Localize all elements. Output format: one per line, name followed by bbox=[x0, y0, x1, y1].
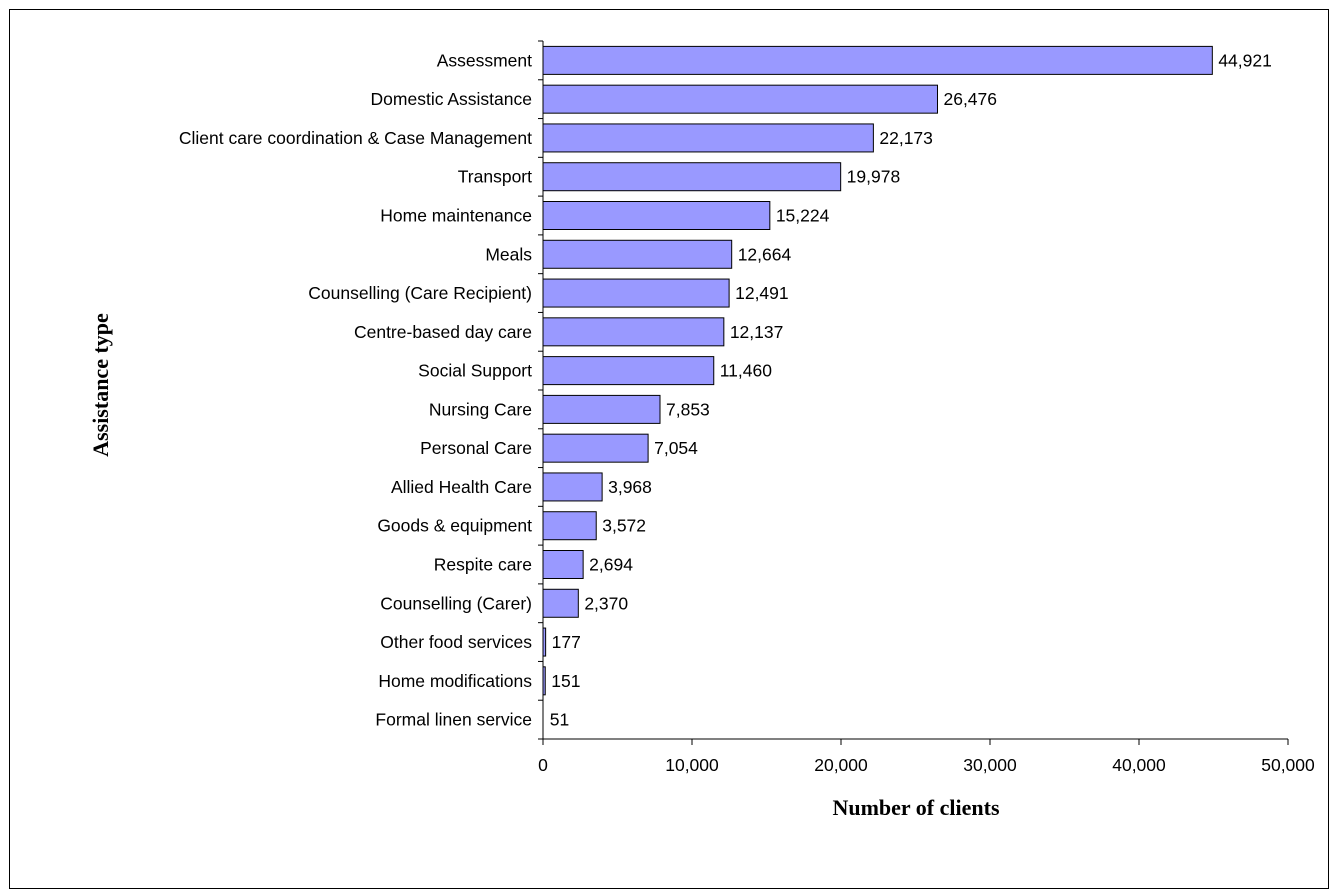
bar bbox=[542, 317, 725, 347]
bar bbox=[542, 394, 661, 424]
chart-frame bbox=[9, 9, 1329, 889]
category-label: Formal linen service bbox=[375, 710, 532, 730]
bar bbox=[542, 278, 730, 308]
bar bbox=[542, 162, 842, 192]
category-label: Other food services bbox=[380, 632, 532, 652]
bar bbox=[542, 588, 579, 618]
x-tick-label: 10,000 bbox=[665, 755, 719, 775]
bar bbox=[542, 356, 715, 386]
value-label: 22,173 bbox=[879, 128, 933, 148]
category-label: Transport bbox=[458, 167, 532, 187]
value-label: 7,853 bbox=[666, 399, 710, 419]
bar bbox=[542, 201, 771, 230]
category-label: Nursing Care bbox=[429, 399, 532, 419]
labels-layer: Assessment 44,921 Domestic Assistance 26,47… bbox=[179, 50, 1315, 775]
bar bbox=[542, 472, 603, 502]
category-label: Meals bbox=[485, 244, 532, 264]
bars-layer bbox=[542, 45, 1213, 696]
category-label: Home maintenance bbox=[380, 206, 532, 226]
value-label: 44,921 bbox=[1218, 50, 1272, 70]
value-label: 151 bbox=[551, 671, 580, 691]
bar bbox=[542, 511, 597, 541]
category-label: Personal Care bbox=[420, 438, 532, 458]
value-label: 12,664 bbox=[738, 244, 792, 264]
category-label: Counselling (Care Recipient) bbox=[308, 283, 532, 303]
category-label: Centre-based day care bbox=[354, 322, 532, 342]
category-label: Goods & equipment bbox=[377, 516, 532, 536]
bar bbox=[542, 84, 938, 114]
category-label: Client care coordination & Case Manageme… bbox=[179, 128, 532, 148]
bar bbox=[542, 45, 1213, 75]
category-label: Domestic Assistance bbox=[371, 89, 532, 109]
value-label: 177 bbox=[552, 632, 581, 652]
x-tick-label: 0 bbox=[538, 755, 548, 775]
x-tick-label: 40,000 bbox=[1112, 755, 1166, 775]
value-label: 3,572 bbox=[602, 516, 646, 536]
x-axis-title: Number of clients bbox=[832, 795, 999, 820]
bar bbox=[542, 123, 874, 153]
value-label: 3,968 bbox=[608, 477, 652, 497]
category-label: Social Support bbox=[418, 361, 532, 381]
value-label: 11,460 bbox=[720, 361, 772, 381]
bar bbox=[542, 239, 733, 269]
bar bbox=[542, 433, 649, 463]
category-label: Assessment bbox=[437, 50, 532, 70]
value-label: 19,978 bbox=[847, 167, 901, 187]
x-tick-label: 30,000 bbox=[963, 755, 1017, 775]
value-label: 7,054 bbox=[654, 438, 698, 458]
category-label: Respite care bbox=[434, 555, 532, 575]
value-label: 26,476 bbox=[943, 89, 997, 109]
value-label: 51 bbox=[550, 710, 569, 730]
value-label: 2,694 bbox=[589, 555, 633, 575]
axes-layer bbox=[538, 40, 1289, 745]
y-axis-title: Assistance type bbox=[88, 313, 113, 457]
value-label: 2,370 bbox=[584, 593, 628, 613]
category-label: Allied Health Care bbox=[391, 477, 532, 497]
x-tick-label: 20,000 bbox=[814, 755, 868, 775]
category-label: Home modifications bbox=[378, 671, 532, 691]
x-tick-label: 50,000 bbox=[1261, 755, 1315, 775]
value-label: 15,224 bbox=[776, 206, 830, 226]
value-label: 12,137 bbox=[730, 322, 784, 342]
bar bbox=[542, 550, 584, 579]
category-label: Counselling (Carer) bbox=[380, 593, 532, 613]
value-label: 12,491 bbox=[735, 283, 789, 303]
